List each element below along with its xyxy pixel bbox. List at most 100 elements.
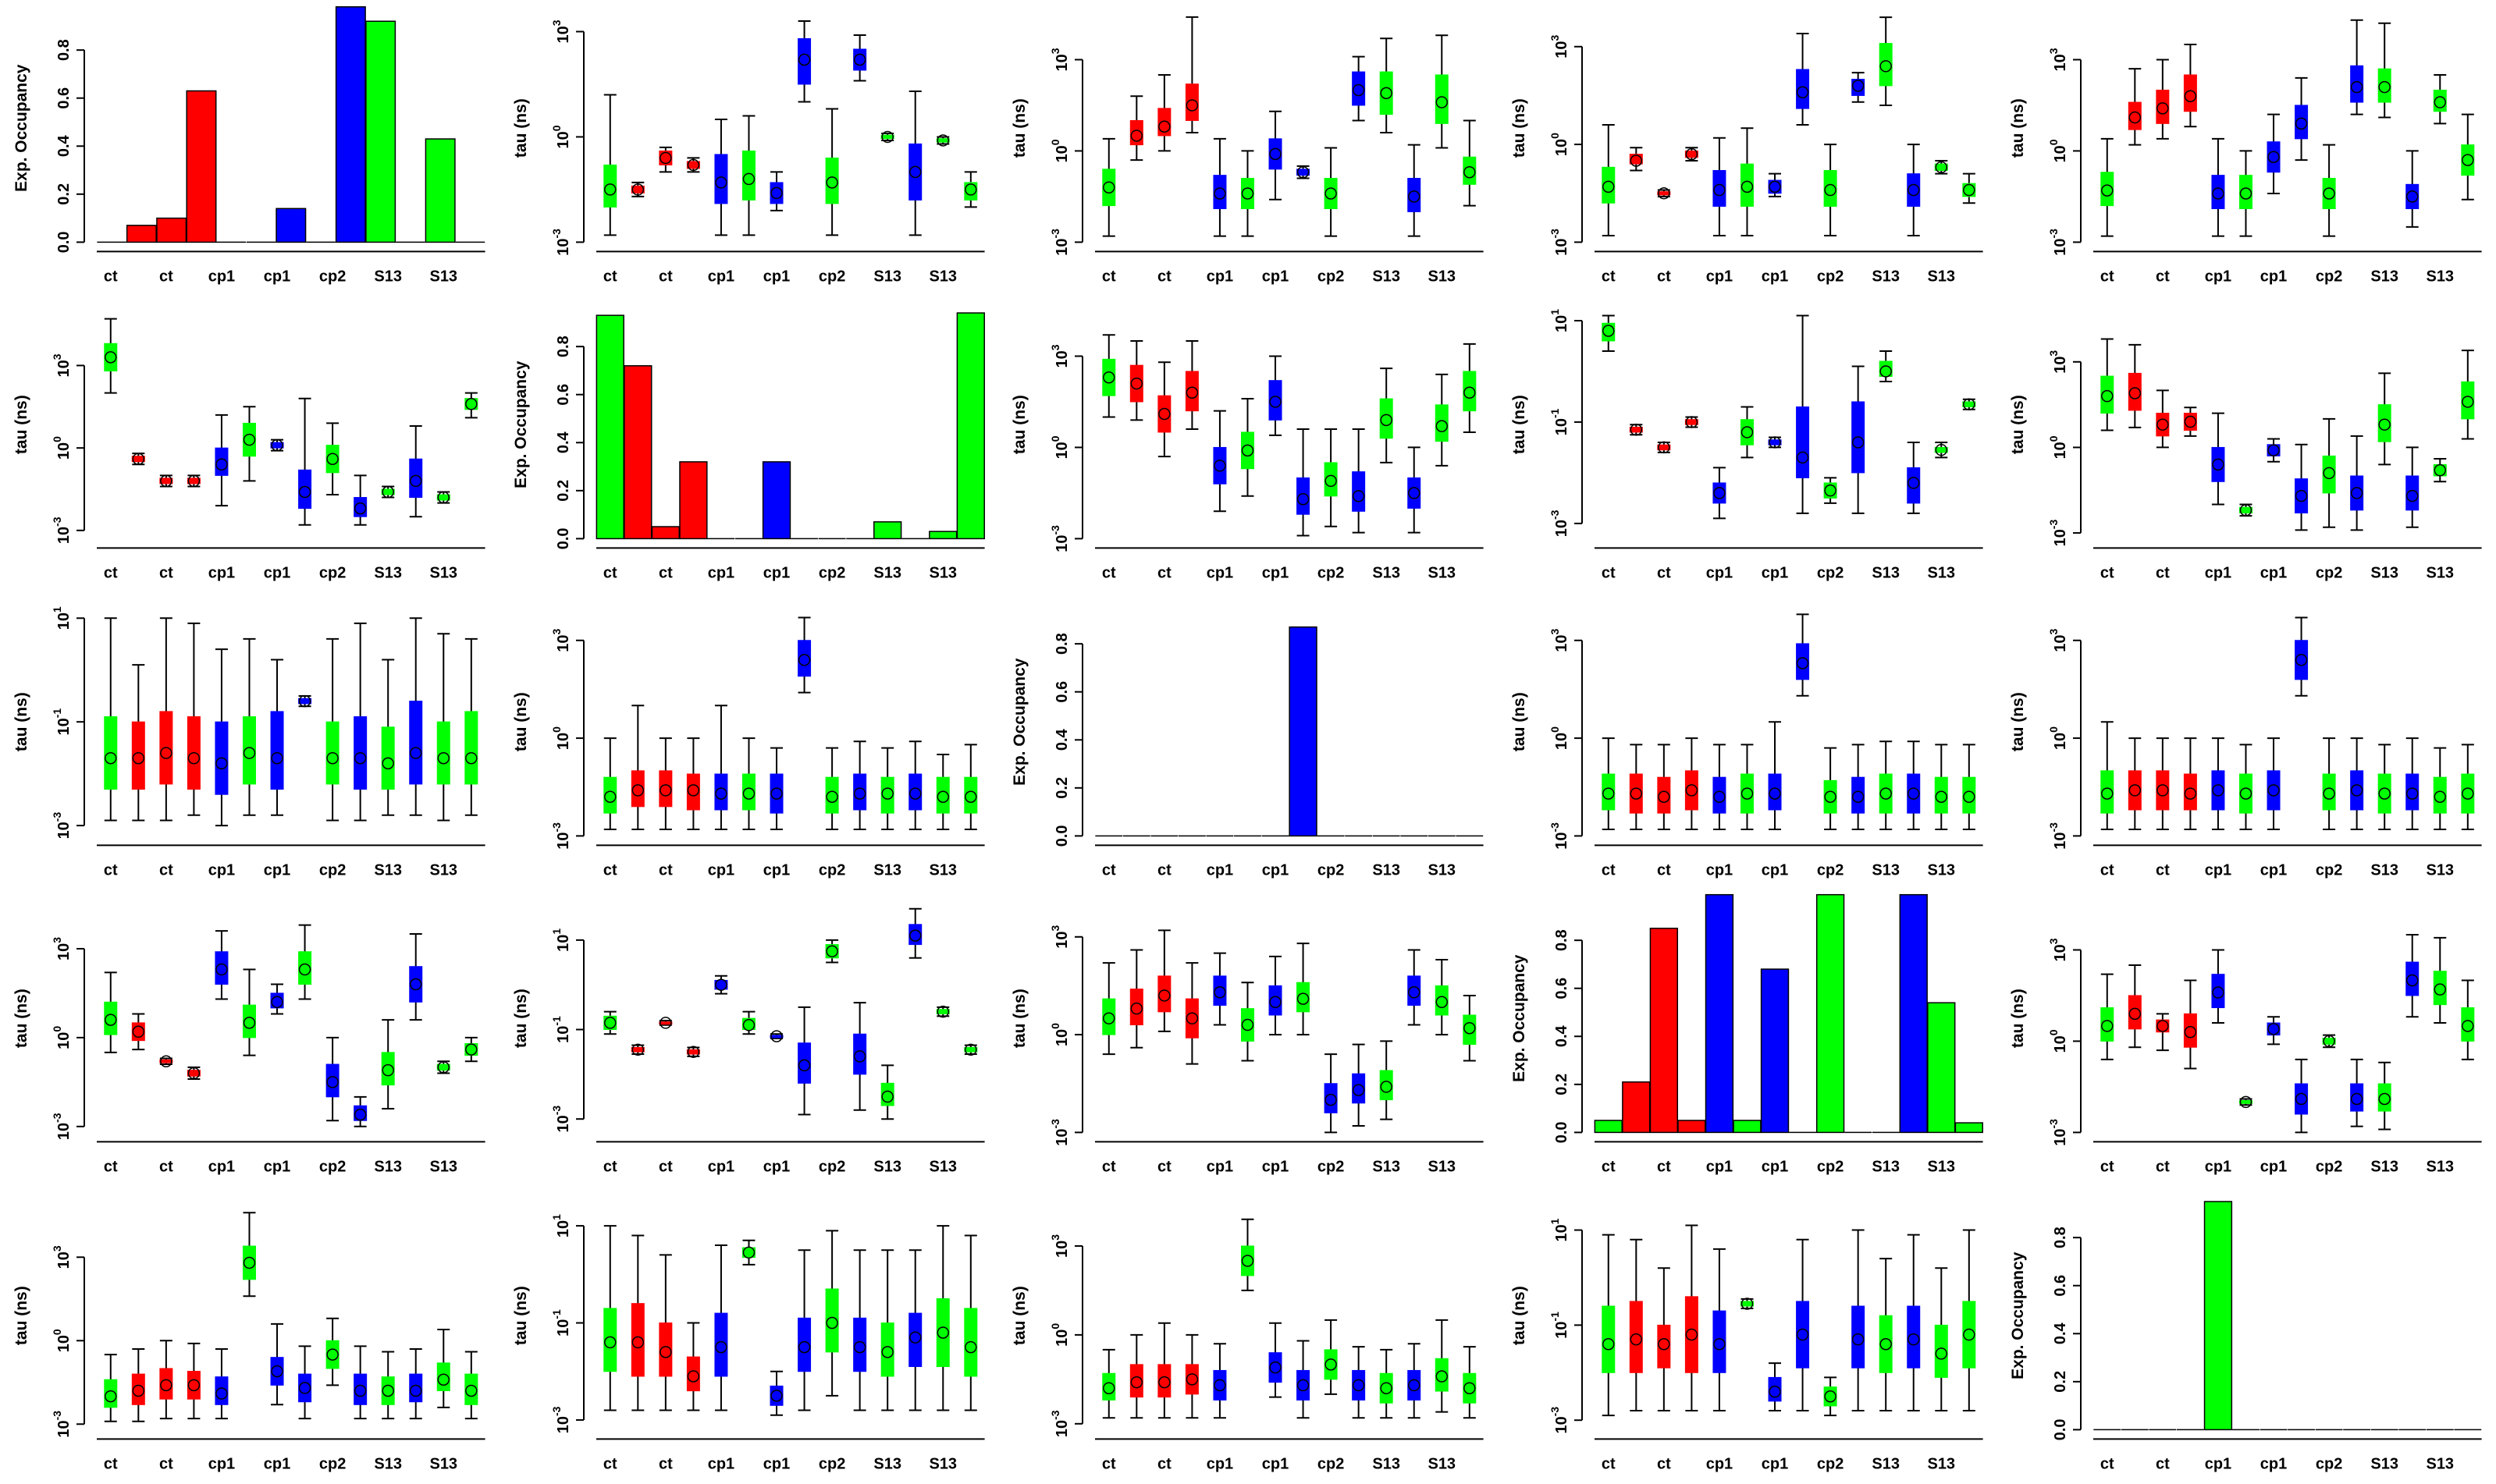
median-marker	[2295, 653, 2308, 666]
svg-text:10-3: 10-3	[1548, 510, 1570, 538]
x-tick-label: cp1	[1207, 861, 1233, 879]
x-tick-label: cp2	[319, 268, 346, 285]
median-marker	[1463, 1382, 1476, 1394]
x-tick-label: cp1	[1762, 861, 1788, 879]
box-7	[1768, 172, 1782, 197]
chart-svg-15: 10-3 100 103 tau (ns) ct ct cp1 cp1 cp2 S13 S13	[2009, 616, 2482, 879]
y-axis-title: tau (ns)	[2009, 989, 2027, 1048]
box-body	[1324, 178, 1338, 210]
y-tick-label: 103	[2047, 938, 2069, 961]
median-marker	[1380, 87, 1393, 100]
box-5	[215, 414, 229, 507]
svg-text:10-3: 10-3	[550, 1406, 572, 1433]
median-marker	[160, 747, 172, 759]
box-13	[1934, 744, 1948, 830]
svg-text:100: 100	[550, 125, 572, 148]
box-body	[1934, 163, 1948, 171]
chart-panel-19: 0.0 0.2 0.4 0.6 0.8 Exp. Occupancy ct ct cp1 cp1 c…	[1498, 890, 1997, 1187]
x-tick-label: ct	[159, 861, 173, 879]
box-13	[936, 1224, 950, 1411]
median-marker	[1269, 147, 1282, 161]
box-6	[1740, 744, 1754, 830]
y-tick-label: 0.4	[555, 432, 572, 454]
box-body	[1602, 773, 1616, 811]
svg-text:100: 100	[51, 436, 73, 460]
svg-text:10-3: 10-3	[1049, 1119, 1071, 1146]
box-body	[409, 459, 423, 499]
y-axis-title: Exp. Occupancy	[2009, 1251, 2027, 1379]
median-marker	[1353, 83, 1365, 97]
median-marker	[437, 1373, 450, 1386]
svg-text:10-3: 10-3	[550, 822, 572, 850]
box-1	[1102, 137, 1116, 237]
box-body	[1907, 173, 1921, 207]
x-tick-label: cp1	[208, 1455, 235, 1472]
y-tick-label: 101	[51, 606, 73, 630]
box-3	[1157, 73, 1172, 152]
x-tick-label: S13	[873, 861, 901, 879]
box-body	[2211, 447, 2225, 483]
median-marker	[2462, 396, 2474, 409]
median-marker	[354, 502, 367, 515]
box-body	[2350, 65, 2364, 103]
median-marker	[465, 751, 478, 765]
x-tick-label: S13	[429, 1455, 457, 1472]
box-9	[325, 1317, 340, 1386]
box-body	[1435, 985, 1449, 1016]
svg-text:tau (ns): tau (ns)	[1510, 692, 1528, 751]
median-marker	[2351, 487, 2363, 500]
box-body	[1268, 985, 1282, 1016]
svg-text:0.0: 0.0	[555, 528, 572, 550]
svg-text:103: 103	[2047, 938, 2069, 961]
median-marker	[1324, 1358, 1338, 1371]
chart-svg-20: 10-3 100 103 tau (ns) ct ct cp1 cp1 cp2 S13 S13	[2009, 934, 2482, 1176]
box-4	[187, 1067, 201, 1081]
box-body	[686, 1049, 700, 1055]
box-12	[908, 90, 922, 236]
x-tick-label: cp1	[1262, 268, 1289, 285]
box-body	[631, 1302, 645, 1377]
box-4	[187, 474, 201, 488]
svg-text:tau (ns): tau (ns)	[512, 98, 530, 158]
box-13	[2434, 937, 2448, 1024]
median-marker	[825, 945, 838, 958]
x-tick-label: cp2	[1317, 861, 1344, 879]
box-6	[2239, 1095, 2253, 1109]
box-1	[104, 971, 118, 1054]
box-body	[2211, 770, 2225, 811]
x-tick-label: ct	[159, 1455, 173, 1472]
median-marker	[937, 1326, 949, 1339]
svg-text:0.6: 0.6	[1054, 681, 1071, 703]
svg-text:100: 100	[2047, 139, 2069, 162]
box-3	[1157, 1322, 1172, 1418]
svg-text:103: 103	[1049, 925, 1071, 949]
median-marker	[2267, 783, 2281, 797]
box-body	[187, 1070, 201, 1077]
svg-text:10-1: 10-1	[1548, 409, 1570, 436]
box-1	[1102, 334, 1116, 418]
median-marker	[187, 475, 201, 488]
box-body	[1962, 401, 1976, 408]
median-marker	[2378, 787, 2391, 800]
box-body	[1740, 163, 1754, 207]
box-7	[270, 438, 284, 453]
x-tick-label: cp1	[264, 268, 290, 285]
box-body	[242, 423, 256, 457]
median-marker	[409, 978, 422, 991]
box-14	[464, 637, 478, 816]
median-marker	[908, 165, 922, 179]
svg-text:10-3: 10-3	[1049, 229, 1071, 256]
box-body	[1213, 447, 1227, 485]
svg-text:0.6: 0.6	[2052, 1274, 2069, 1296]
box-body	[2128, 770, 2142, 811]
y-tick-label: 0.4	[2052, 1322, 2069, 1344]
x-tick-label: cp1	[1762, 1159, 1788, 1176]
svg-text:100: 100	[1548, 133, 1570, 156]
median-marker	[1602, 325, 1615, 338]
box-12	[2405, 446, 2420, 529]
box-12	[1407, 949, 1421, 1026]
x-tick-label: ct	[1157, 268, 1172, 285]
box-body	[131, 1022, 145, 1042]
median-marker	[215, 757, 228, 769]
box-body	[1435, 1358, 1449, 1392]
